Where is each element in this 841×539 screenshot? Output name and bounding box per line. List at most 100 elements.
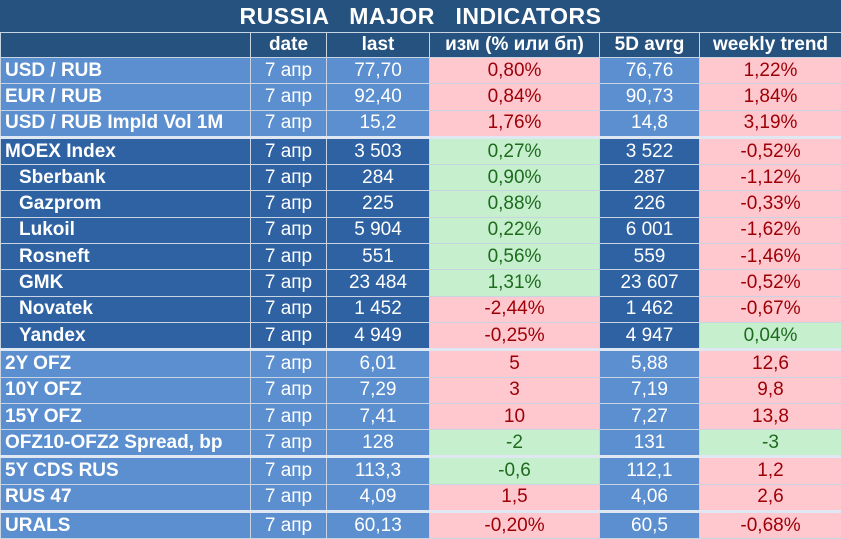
row-5d-avg: 7,19 (600, 377, 700, 403)
row-weekly-trend: 9,8 (700, 377, 841, 403)
row-weekly-trend: -3 (700, 430, 841, 457)
row-change: 0,56% (430, 244, 600, 270)
row-5d-avg: 4,06 (600, 484, 700, 511)
row-last: 551 (327, 244, 430, 270)
row-name: 2Y OFZ (1, 350, 251, 377)
header-weekly-trend: weekly trend (700, 33, 841, 58)
row-name: Rosneft (1, 244, 251, 270)
page-title: RUSSIA MAJOR INDICATORS (0, 0, 841, 32)
row-name: 15Y OFZ (1, 403, 251, 429)
row-date: 7 апр (251, 58, 327, 84)
row-weekly-trend: -1,12% (700, 165, 841, 191)
row-date: 7 апр (251, 191, 327, 217)
row-change: 0,88% (430, 191, 600, 217)
row-change: 1,31% (430, 270, 600, 296)
row-weekly-trend: -1,46% (700, 244, 841, 270)
row-change: 3 (430, 377, 600, 403)
row-last: 284 (327, 165, 430, 191)
row-change: -0,20% (430, 512, 600, 539)
row-name: USD / RUB (1, 58, 251, 84)
row-last: 77,70 (327, 58, 430, 84)
row-date: 7 апр (251, 270, 327, 296)
row-5d-avg: 4 947 (600, 322, 700, 349)
row-change: 1,5 (430, 484, 600, 511)
row-5d-avg: 1 462 (600, 296, 700, 322)
row-change: 1,76% (430, 110, 600, 137)
row-weekly-trend: -0,67% (700, 296, 841, 322)
row-5d-avg: 23 607 (600, 270, 700, 296)
row-change: -0,25% (430, 322, 600, 349)
row-name: URALS (1, 512, 251, 539)
row-date: 7 апр (251, 165, 327, 191)
row-name: MOEX Index (1, 137, 251, 164)
row-last: 1 452 (327, 296, 430, 322)
row-weekly-trend: -1,62% (700, 217, 841, 243)
row-date: 7 апр (251, 244, 327, 270)
row-change: 0,84% (430, 84, 600, 110)
row-last: 7,29 (327, 377, 430, 403)
row-change: 0,27% (430, 137, 600, 164)
row-date: 7 апр (251, 296, 327, 322)
row-5d-avg: 112,1 (600, 457, 700, 484)
row-name: RUS 47 (1, 484, 251, 511)
row-last: 4 949 (327, 322, 430, 349)
row-change: -2 (430, 430, 600, 457)
row-last: 60,13 (327, 512, 430, 539)
row-name: GMK (1, 270, 251, 296)
row-date: 7 апр (251, 377, 327, 403)
row-weekly-trend: 3,19% (700, 110, 841, 137)
row-last: 4,09 (327, 484, 430, 511)
row-name: 5Y CDS RUS (1, 457, 251, 484)
row-change: 0,90% (430, 165, 600, 191)
header-5d-avg: 5D avrg (600, 33, 700, 58)
header-date: date (251, 33, 327, 58)
row-5d-avg: 5,88 (600, 350, 700, 377)
row-last: 7,41 (327, 403, 430, 429)
row-weekly-trend: -0,52% (700, 137, 841, 164)
row-weekly-trend: 1,2 (700, 457, 841, 484)
header-change: изм (% или бп) (430, 33, 600, 58)
row-date: 7 апр (251, 403, 327, 429)
row-date: 7 апр (251, 137, 327, 164)
row-change: 0,22% (430, 217, 600, 243)
row-5d-avg: 226 (600, 191, 700, 217)
row-5d-avg: 131 (600, 430, 700, 457)
row-last: 225 (327, 191, 430, 217)
row-change: 10 (430, 403, 600, 429)
row-date: 7 апр (251, 84, 327, 110)
header-row: date last изм (% или бп) 5D avrg weekly … (1, 33, 841, 58)
row-last: 5 904 (327, 217, 430, 243)
row-weekly-trend: 1,84% (700, 84, 841, 110)
row-last: 113,3 (327, 457, 430, 484)
row-name: 10Y OFZ (1, 377, 251, 403)
row-name: Yandex (1, 322, 251, 349)
row-weekly-trend: 1,22% (700, 58, 841, 84)
row-weekly-trend: -0,33% (700, 191, 841, 217)
row-name: Lukoil (1, 217, 251, 243)
row-date: 7 апр (251, 217, 327, 243)
row-last: 128 (327, 430, 430, 457)
row-5d-avg: 287 (600, 165, 700, 191)
row-last: 15,2 (327, 110, 430, 137)
row-weekly-trend: -0,68% (700, 512, 841, 539)
row-name: Sberbank (1, 165, 251, 191)
row-name: Novatek (1, 296, 251, 322)
row-change: -2,44% (430, 296, 600, 322)
row-5d-avg: 76,76 (600, 58, 700, 84)
row-5d-avg: 14,8 (600, 110, 700, 137)
row-name: Gazprom (1, 191, 251, 217)
row-weekly-trend: 12,6 (700, 350, 841, 377)
row-weekly-trend: 13,8 (700, 403, 841, 429)
row-5d-avg: 3 522 (600, 137, 700, 164)
row-5d-avg: 559 (600, 244, 700, 270)
